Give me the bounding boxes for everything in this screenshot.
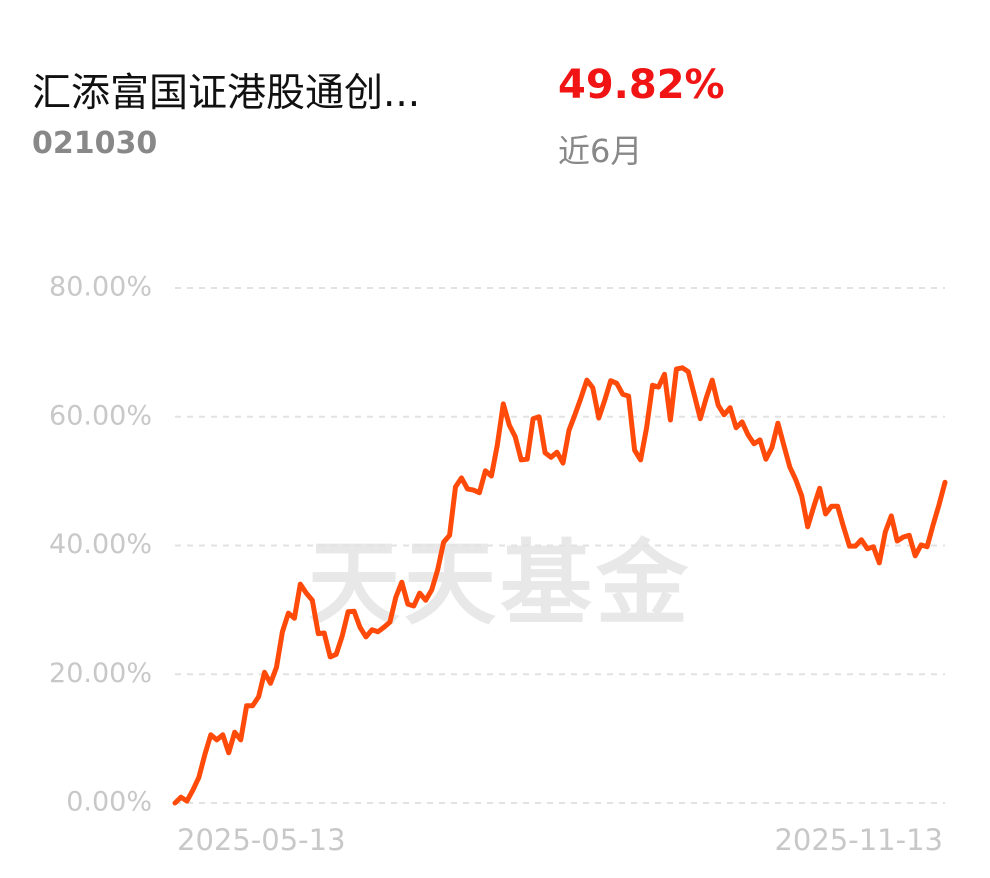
return-period: 近6月: [558, 132, 643, 170]
fund-return: 49.82%: [558, 62, 725, 108]
watermark: 天天基金: [308, 530, 692, 637]
x-tick-label: 2025-05-13: [177, 823, 346, 857]
y-tick-label: 40.00%: [49, 529, 152, 560]
fund-title: 汇添富国证港股通创...: [32, 71, 421, 116]
x-tick-label: 2025-11-13: [774, 823, 943, 857]
fund-code: 021030: [32, 126, 158, 161]
line-series: [172, 365, 948, 806]
y-tick-label: 80.00%: [49, 272, 152, 303]
y-tick-label: 0.00%: [66, 787, 152, 818]
y-tick-label: 20.00%: [49, 658, 152, 689]
y-tick-label: 60.00%: [49, 400, 152, 431]
